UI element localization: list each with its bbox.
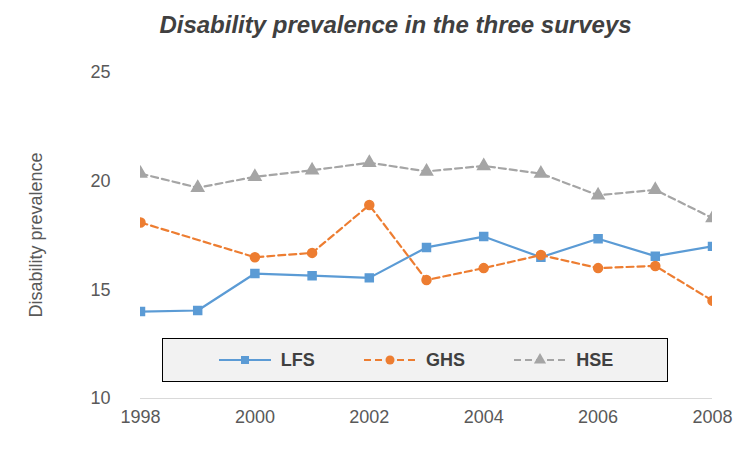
- svg-text:20: 20: [90, 171, 110, 191]
- svg-text:10: 10: [90, 388, 110, 408]
- svg-text:25: 25: [90, 62, 110, 82]
- svg-text:Disability prevalence: Disability prevalence: [26, 152, 46, 317]
- svg-text:2006: 2006: [578, 407, 618, 427]
- html-text:LFS: LFS: [280, 349, 315, 370]
- svg-text:2004: 2004: [464, 407, 504, 427]
- svg-text:15: 15: [90, 280, 110, 300]
- svg-text:2008: 2008: [692, 407, 732, 427]
- svg-text:2000: 2000: [235, 407, 275, 427]
- html-text:Disability prevalence in the t: Disability prevalence in the three surve…: [159, 11, 632, 38]
- svg-text:2002: 2002: [349, 407, 389, 427]
- svg-text:1998: 1998: [120, 407, 160, 427]
- html-text:GHS: GHS: [426, 349, 465, 370]
- html-text:HSE: HSE: [576, 349, 614, 370]
